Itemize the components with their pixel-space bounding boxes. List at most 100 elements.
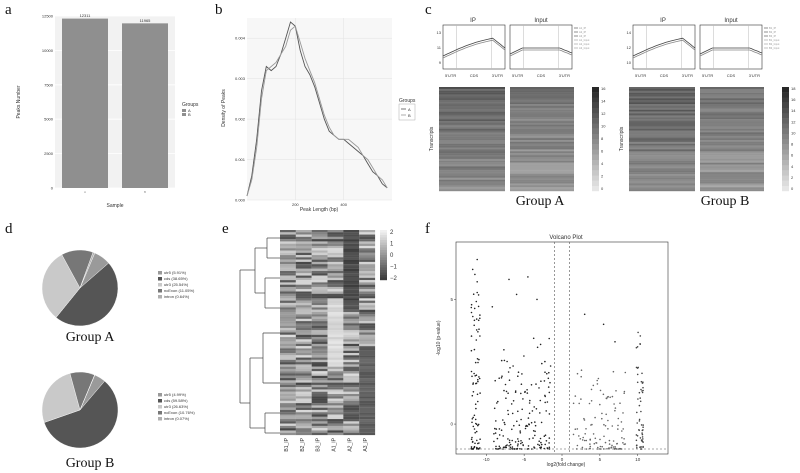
heatmap-cell bbox=[280, 403, 296, 406]
pie-legend-key bbox=[158, 283, 162, 287]
heatmap-cell bbox=[327, 312, 344, 315]
heatmap-cell bbox=[311, 239, 328, 242]
heatmap-cell bbox=[280, 423, 296, 426]
x-tick-label: 10 bbox=[635, 457, 641, 462]
colorbar-step bbox=[380, 255, 387, 258]
legend-title: Groups bbox=[399, 98, 416, 104]
heatmap-cell bbox=[343, 273, 360, 276]
heatmap-cell bbox=[327, 423, 344, 426]
heatmap-cell bbox=[311, 339, 328, 342]
row-dendrogram bbox=[239, 237, 280, 434]
data-point bbox=[541, 362, 543, 365]
data-point bbox=[476, 393, 479, 396]
data-point bbox=[512, 400, 515, 402]
heatmap-cell bbox=[327, 248, 344, 251]
heatmap-cell bbox=[343, 318, 360, 322]
data-point bbox=[539, 343, 542, 346]
colorbar-tick: 10 bbox=[791, 130, 796, 135]
heatmap-row bbox=[510, 117, 574, 120]
heatmap-cell bbox=[311, 353, 328, 356]
y-tick-label: 5000 bbox=[44, 117, 54, 122]
heatmap-cell bbox=[280, 264, 296, 267]
heatmap-cell bbox=[327, 334, 344, 338]
heatmap-cell bbox=[327, 252, 344, 256]
data-point bbox=[477, 305, 480, 308]
y-tick-label: 10000 bbox=[42, 48, 54, 53]
heatmap-row bbox=[700, 139, 764, 143]
data-point bbox=[549, 365, 552, 367]
y-tick-label: 0.004 bbox=[235, 36, 246, 41]
heatmap-cell bbox=[343, 396, 360, 399]
heatmap-cell bbox=[295, 261, 312, 265]
heatmap-cell bbox=[311, 241, 328, 244]
heatmap-row bbox=[629, 172, 695, 175]
data-point bbox=[621, 430, 623, 432]
colorbar-step bbox=[380, 237, 387, 241]
data-point bbox=[607, 428, 609, 430]
heatmap-cell bbox=[327, 416, 344, 420]
heatmap-y-label: Transcripts bbox=[619, 126, 625, 151]
colorbar-tick: 12 bbox=[601, 111, 606, 116]
heatmap-row bbox=[700, 151, 764, 154]
heatmap-cell bbox=[327, 364, 344, 367]
heatmap-cell bbox=[280, 232, 296, 235]
profile-y-tick: 13 bbox=[437, 30, 442, 35]
data-point bbox=[471, 268, 474, 271]
heatmap-cell bbox=[311, 362, 328, 365]
heatmap-cell bbox=[280, 357, 296, 360]
heatmap-cell bbox=[280, 355, 296, 358]
heatmap-cell bbox=[359, 405, 376, 408]
heatmap-cell bbox=[343, 302, 360, 306]
data-point bbox=[597, 377, 600, 380]
heatmap-row bbox=[439, 105, 505, 108]
data-point bbox=[585, 439, 588, 442]
heatmap-row bbox=[510, 173, 574, 177]
colorbar-tick: 10 bbox=[601, 124, 606, 129]
heatmap-row bbox=[629, 160, 695, 163]
heatmap-row bbox=[439, 158, 505, 161]
data-point bbox=[497, 400, 499, 403]
column-label: A2_IP bbox=[347, 437, 353, 451]
heatmap-cell bbox=[311, 314, 328, 317]
colorbar-step bbox=[782, 133, 789, 140]
heatmap-y-label: Transcripts bbox=[429, 126, 435, 151]
colorbar-tick: 4 bbox=[791, 164, 794, 169]
heatmap-row bbox=[700, 145, 764, 148]
colorbar-tick: −1 bbox=[390, 265, 398, 271]
heatmap-cell bbox=[311, 394, 328, 397]
heatmap-row bbox=[439, 128, 505, 131]
heatmap-cell bbox=[327, 280, 344, 283]
heatmap-cell bbox=[295, 425, 312, 429]
data-point bbox=[493, 433, 495, 435]
heatmap-cell bbox=[327, 394, 344, 397]
heatmap-cell bbox=[311, 325, 328, 329]
colorbar-tick: 8 bbox=[601, 136, 604, 141]
data-point bbox=[602, 448, 605, 450]
heatmap-cell bbox=[359, 407, 376, 411]
heatmap-row bbox=[510, 90, 574, 93]
data-point bbox=[608, 443, 611, 445]
heatmap-cell bbox=[295, 343, 312, 347]
pie-legend-entry: cds (38.65%) bbox=[164, 276, 188, 281]
heatmap-row bbox=[439, 94, 505, 97]
data-point bbox=[641, 372, 643, 375]
colorbar-step bbox=[782, 149, 789, 155]
region-label: 3'UTR bbox=[749, 73, 760, 78]
heatmap-cell bbox=[327, 239, 344, 242]
data-point bbox=[539, 399, 542, 402]
data-point bbox=[477, 331, 479, 333]
data-point bbox=[536, 346, 539, 349]
heatmap-row bbox=[700, 92, 764, 95]
heatmap-cell bbox=[280, 245, 296, 249]
colorbar-step bbox=[380, 265, 387, 268]
heatmap-cell bbox=[343, 371, 360, 374]
heatmap-cell bbox=[359, 284, 376, 288]
heatmap-row bbox=[510, 162, 574, 165]
heatmap-row bbox=[510, 119, 574, 122]
y-tick-label: 7500 bbox=[44, 82, 54, 87]
heatmap-row bbox=[439, 130, 505, 133]
heatmap-cell bbox=[311, 366, 328, 370]
heatmap-row bbox=[510, 126, 574, 129]
heatmap-row bbox=[629, 124, 695, 127]
data-point bbox=[479, 438, 481, 440]
